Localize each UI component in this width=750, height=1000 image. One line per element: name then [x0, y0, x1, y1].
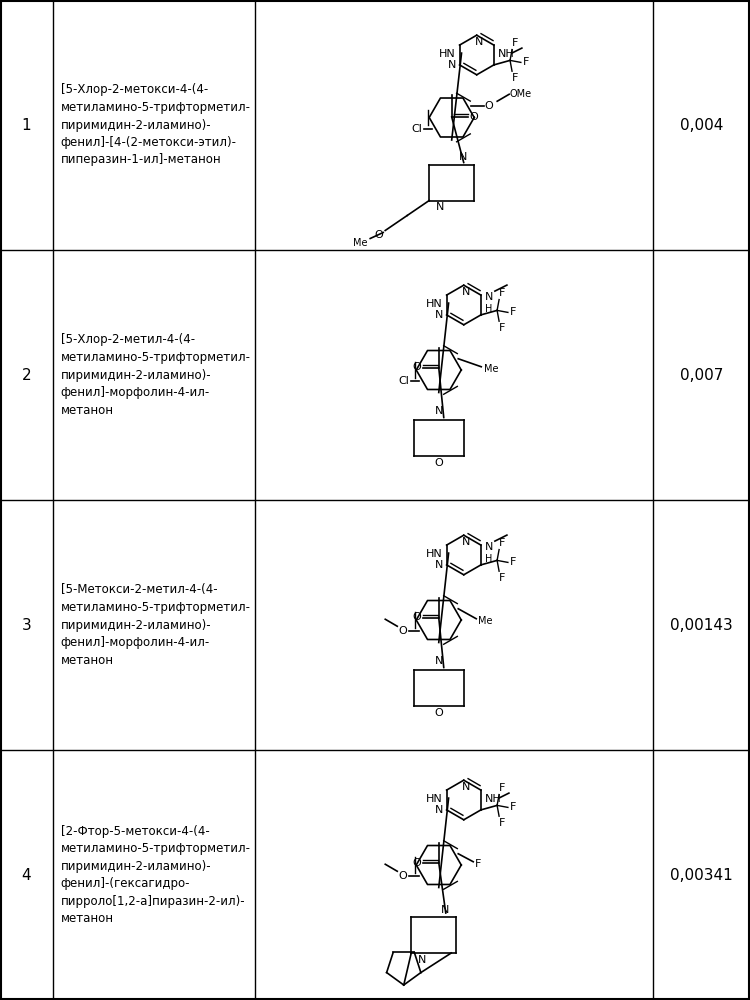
Text: 1: 1: [22, 117, 31, 132]
Text: 0,00341: 0,00341: [670, 867, 733, 882]
Text: 3: 3: [22, 617, 32, 633]
Text: F: F: [510, 802, 516, 812]
Text: F: F: [499, 538, 506, 548]
Text: O: O: [398, 871, 407, 881]
Text: Cl: Cl: [398, 376, 410, 386]
Text: N: N: [459, 152, 467, 162]
Text: H: H: [485, 554, 492, 564]
Text: N: N: [461, 782, 470, 792]
Text: [5-Хлор-2-метокси-4-(4-
метиламино-5-трифторметил-
пиримидин-2-иламино)-
фенил]-: [5-Хлор-2-метокси-4-(4- метиламино-5-три…: [61, 84, 250, 166]
Text: F: F: [512, 73, 518, 83]
Text: N: N: [434, 406, 443, 416]
Text: F: F: [476, 859, 482, 869]
Text: N: N: [485, 542, 494, 552]
Text: F: F: [499, 573, 506, 583]
Text: N: N: [435, 310, 443, 320]
Text: O: O: [374, 231, 383, 240]
Text: Me: Me: [478, 616, 493, 626]
Text: Me: Me: [352, 237, 368, 247]
Text: O: O: [484, 101, 493, 111]
Text: N: N: [485, 292, 494, 302]
Text: N: N: [436, 202, 445, 213]
Text: NH: NH: [485, 794, 502, 804]
Text: O: O: [412, 362, 421, 372]
Text: HN: HN: [426, 549, 442, 559]
Text: 0,007: 0,007: [680, 367, 723, 382]
Text: [2-Фтор-5-метокси-4-(4-
метиламино-5-трифторметил-
пиримидин-2-иламино)-
фенил]-: [2-Фтор-5-метокси-4-(4- метиламино-5-три…: [61, 825, 250, 925]
Text: N: N: [448, 60, 457, 70]
Text: F: F: [499, 288, 506, 298]
Text: F: F: [499, 818, 506, 828]
Text: N: N: [475, 37, 483, 47]
Text: HN: HN: [439, 49, 455, 59]
Text: F: F: [512, 38, 518, 48]
Text: 4: 4: [22, 867, 31, 882]
Text: F: F: [523, 57, 529, 67]
Text: F: F: [510, 307, 516, 317]
Text: N: N: [461, 537, 470, 547]
Text: 0,004: 0,004: [680, 117, 723, 132]
Text: O: O: [398, 626, 407, 636]
Text: [5-Хлор-2-метил-4-(4-
метиламино-5-трифторметил-
пиримидин-2-иламино)-
фенил]-мо: [5-Хлор-2-метил-4-(4- метиламино-5-трифт…: [61, 334, 250, 416]
Text: Cl: Cl: [411, 124, 422, 134]
Text: F: F: [499, 323, 506, 333]
Text: 2: 2: [22, 367, 31, 382]
Text: F: F: [499, 783, 506, 793]
Text: HN: HN: [426, 299, 442, 309]
Text: O: O: [412, 612, 421, 622]
Text: N: N: [435, 560, 443, 570]
Text: 0,00143: 0,00143: [670, 617, 733, 633]
Text: O: O: [434, 458, 443, 468]
Text: F: F: [510, 557, 516, 567]
Text: HN: HN: [426, 794, 442, 804]
Text: O: O: [434, 708, 443, 718]
Text: [5-Метокси-2-метил-4-(4-
метиламино-5-трифторметил-
пиримидин-2-иламино)-
фенил]: [5-Метокси-2-метил-4-(4- метиламино-5-тр…: [61, 584, 250, 666]
Text: N: N: [441, 905, 449, 915]
Text: H: H: [485, 304, 492, 314]
Text: N: N: [435, 805, 443, 815]
Text: OMe: OMe: [509, 89, 531, 99]
Text: Me: Me: [484, 364, 499, 374]
Text: O: O: [470, 112, 478, 122]
Text: N: N: [419, 955, 427, 965]
Text: N: N: [461, 287, 470, 297]
Text: NH: NH: [498, 49, 514, 59]
Text: N: N: [434, 656, 443, 666]
Text: O: O: [412, 857, 421, 867]
